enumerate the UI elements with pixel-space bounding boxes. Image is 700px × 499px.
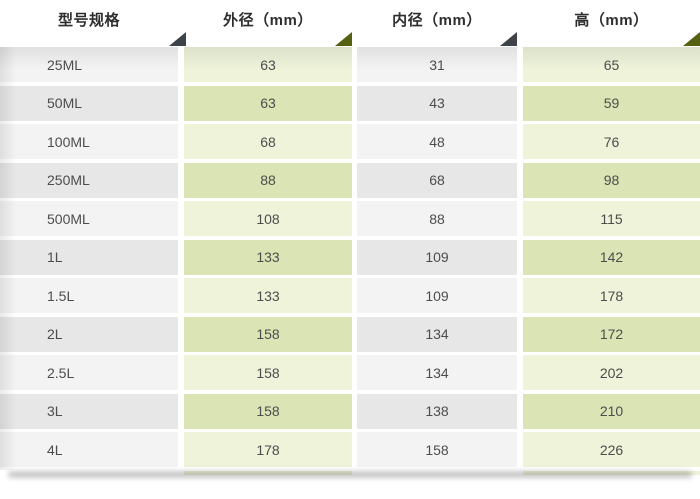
cell-inner-diameter: 43 bbox=[357, 85, 517, 121]
column-header-outer-diameter-label: 外径（mm） bbox=[223, 12, 313, 29]
table-header-row: 型号规格 外径（mm） 内径（mm） 高（mm） bbox=[0, 0, 700, 47]
cell-model: 250ML bbox=[0, 162, 178, 198]
cell-model: 2.5L bbox=[0, 355, 178, 390]
cell-height: 226 bbox=[523, 432, 700, 467]
cell-model: 50ML bbox=[0, 85, 178, 121]
table-row: 25ML 63 31 65 bbox=[0, 47, 700, 82]
column-header-height-label: 高（mm） bbox=[574, 12, 649, 29]
cell-outer-diameter: 178 bbox=[184, 432, 352, 467]
cell-inner-diameter: 88 bbox=[357, 201, 517, 236]
cell-model: 25ML bbox=[0, 47, 178, 82]
cell-outer-diameter: 68 bbox=[184, 124, 352, 159]
cell-height: 210 bbox=[523, 393, 700, 429]
cell-model: 1.5L bbox=[0, 278, 178, 313]
table-row: 250ML 88 68 98 bbox=[0, 162, 700, 198]
cell-inner-diameter: 68 bbox=[357, 162, 517, 198]
corner-triangle-icon bbox=[335, 32, 352, 46]
cell-outer-diameter: 133 bbox=[184, 278, 352, 313]
table-row: 50ML 63 43 59 bbox=[0, 85, 700, 121]
column-header-inner-diameter: 内径（mm） bbox=[357, 9, 517, 30]
table-bottom-green-edge bbox=[0, 470, 700, 475]
cell-model: 100ML bbox=[0, 124, 178, 159]
cell-model: 1L bbox=[0, 239, 178, 275]
cell-height: 76 bbox=[523, 124, 700, 159]
cell-outer-diameter: 158 bbox=[184, 355, 352, 390]
bottom-edge-green bbox=[523, 470, 700, 475]
cell-inner-diameter: 158 bbox=[357, 432, 517, 467]
cell-outer-diameter: 88 bbox=[184, 162, 352, 198]
table-row: 2.5L 158 134 202 bbox=[0, 355, 700, 390]
cell-model: 2L bbox=[0, 316, 178, 352]
cell-inner-diameter: 109 bbox=[357, 239, 517, 275]
table-row: 100ML 68 48 76 bbox=[0, 124, 700, 159]
table-row: 2L 158 134 172 bbox=[0, 316, 700, 352]
table-row: 1L 133 109 142 bbox=[0, 239, 700, 275]
cell-height: 172 bbox=[523, 316, 700, 352]
cell-inner-diameter: 138 bbox=[357, 393, 517, 429]
cell-model: 3L bbox=[0, 393, 178, 429]
table-row: 3L 158 138 210 bbox=[0, 393, 700, 429]
column-header-inner-diameter-label: 内径（mm） bbox=[392, 12, 482, 29]
table-drop-shadow bbox=[8, 472, 692, 477]
table-body: 25ML 63 31 65 50ML 63 43 59 100ML 68 48 … bbox=[0, 47, 700, 467]
cell-height: 65 bbox=[523, 47, 700, 82]
table-row: 1.5L 133 109 178 bbox=[0, 278, 700, 313]
cell-inner-diameter: 109 bbox=[357, 278, 517, 313]
table-row: 4L 178 158 226 bbox=[0, 432, 700, 467]
cell-height: 98 bbox=[523, 162, 700, 198]
cell-inner-diameter: 134 bbox=[357, 355, 517, 390]
cell-outer-diameter: 133 bbox=[184, 239, 352, 275]
corner-triangle-icon bbox=[683, 32, 700, 46]
cell-outer-diameter: 108 bbox=[184, 201, 352, 236]
table-row: 500ML 108 88 115 bbox=[0, 201, 700, 236]
bottom-edge-green bbox=[184, 470, 352, 475]
column-header-model: 型号规格 bbox=[0, 9, 178, 30]
cell-outer-diameter: 63 bbox=[184, 85, 352, 121]
cell-height: 178 bbox=[523, 278, 700, 313]
column-header-height: 高（mm） bbox=[523, 9, 700, 30]
cell-height: 202 bbox=[523, 355, 700, 390]
column-header-outer-diameter: 外径（mm） bbox=[184, 9, 352, 30]
column-header-model-label: 型号规格 bbox=[57, 12, 120, 29]
cell-inner-diameter: 31 bbox=[357, 47, 517, 82]
corner-triangle-icon bbox=[500, 32, 517, 46]
corner-triangle-icon bbox=[169, 32, 186, 46]
cell-height: 142 bbox=[523, 239, 700, 275]
cell-inner-diameter: 48 bbox=[357, 124, 517, 159]
cell-outer-diameter: 63 bbox=[184, 47, 352, 82]
cell-height: 115 bbox=[523, 201, 700, 236]
cell-height: 59 bbox=[523, 85, 700, 121]
cell-outer-diameter: 158 bbox=[184, 393, 352, 429]
cell-inner-diameter: 134 bbox=[357, 316, 517, 352]
cell-model: 4L bbox=[0, 432, 178, 467]
cell-model: 500ML bbox=[0, 201, 178, 236]
cell-outer-diameter: 158 bbox=[184, 316, 352, 352]
